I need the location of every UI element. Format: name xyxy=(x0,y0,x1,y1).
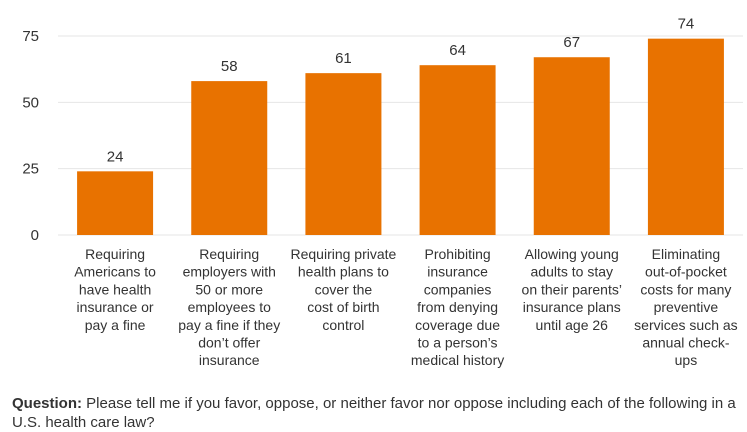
bars xyxy=(77,38,724,236)
category-labels: Requiring Americans to have health insuranc… xyxy=(74,246,737,368)
bar-3 xyxy=(305,73,382,235)
data-labels: 24 58 61 64 67 74 xyxy=(107,16,695,166)
bar-2 xyxy=(191,81,268,236)
data-label-5: 67 xyxy=(563,34,580,51)
data-label-3: 61 xyxy=(335,50,352,67)
category-label-3: Requiring private health plans to cover th… xyxy=(290,246,396,333)
question-footnote: Question: Please tell me if you favor, o… xyxy=(12,394,737,432)
y-axis-ticks: 0 25 50 75 xyxy=(22,28,39,244)
data-label-6: 74 xyxy=(678,16,695,33)
category-label-5: Allowing young adults to stay on their par… xyxy=(522,246,622,333)
bar-4 xyxy=(419,65,496,235)
data-label-4: 64 xyxy=(449,42,466,59)
y-tick-label-75: 75 xyxy=(22,28,39,45)
bar-5 xyxy=(533,57,610,235)
data-label-1: 24 xyxy=(107,148,124,165)
gridlines xyxy=(58,35,743,236)
category-label-2: Requiring employers with 50 or more employe… xyxy=(178,246,280,368)
y-tick-label-25: 25 xyxy=(22,161,39,178)
y-tick-label-0: 0 xyxy=(31,227,39,244)
bar-6 xyxy=(647,38,724,235)
bar-chart: 0 25 50 75 24 58 61 64 67 74 Requiring Americans … xyxy=(22,16,743,368)
bar-1 xyxy=(77,171,154,235)
category-label-6: Eliminating out-of-pocket costs for many pr… xyxy=(634,246,737,368)
category-label-1: Requiring Americans to have health insuranc… xyxy=(74,246,156,333)
data-label-2: 58 xyxy=(221,58,238,75)
y-tick-label-50: 50 xyxy=(22,94,39,111)
category-label-4: Prohibiting insurance companies from denyin… xyxy=(411,246,504,368)
question-label: Question: xyxy=(12,395,82,412)
